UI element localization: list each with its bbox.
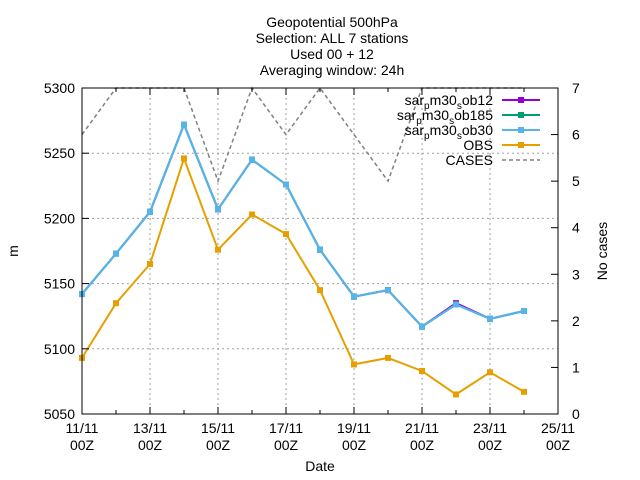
y2-tick-label: 5	[572, 173, 580, 189]
legend-label: sarpm30sob185	[397, 107, 493, 127]
x-tick-label-time: 00Z	[138, 437, 163, 453]
series-lines	[79, 86, 527, 398]
y-axis-title: m	[5, 245, 21, 257]
x-tick-label-date: 21/11	[405, 420, 439, 436]
y2-tick-label: 7	[572, 80, 580, 96]
x-tick-label-time: 00Z	[546, 437, 571, 453]
y2-tick-label: 3	[572, 266, 580, 282]
y2-tick-label: 0	[572, 406, 580, 422]
x-tick-label-date: 25/11	[541, 420, 575, 436]
data-point	[249, 211, 255, 218]
title-line: Averaging window: 24h	[260, 62, 405, 78]
data-point	[487, 369, 493, 376]
legend-label: sarpm30sob12	[405, 92, 494, 112]
data-point	[351, 293, 357, 300]
y-tick-label: 5150	[44, 276, 75, 292]
data-point	[453, 301, 459, 308]
x-tick-label-time: 00Z	[274, 437, 299, 453]
data-point	[419, 367, 425, 374]
data-point	[249, 156, 255, 163]
y2-tick-label: 1	[572, 359, 580, 375]
data-point	[283, 231, 289, 238]
axes: 5050510051505200525053000123456711/1100Z…	[5, 80, 610, 474]
title-line: Selection: ALL 7 stations	[256, 30, 409, 46]
data-point	[181, 121, 187, 128]
legend-marker	[518, 112, 524, 118]
y-tick-label: 5250	[44, 145, 75, 161]
data-point	[521, 388, 527, 395]
y2-tick-label: 6	[572, 127, 580, 143]
data-point	[147, 261, 153, 268]
series-line	[81, 121, 525, 328]
data-point	[317, 287, 323, 294]
legend-label: CASES	[446, 152, 493, 168]
y-tick-label: 5200	[44, 210, 75, 226]
y-tick-label: 5300	[44, 80, 75, 96]
x-tick-label-time: 00Z	[70, 437, 95, 453]
legend-marker	[518, 127, 524, 133]
x-tick-label-time: 00Z	[410, 437, 435, 453]
x-tick-label-time: 00Z	[478, 437, 503, 453]
x-tick-label-date: 15/11	[201, 420, 235, 436]
x-axis-title: Date	[305, 458, 335, 474]
x-tick-label-date: 11/11	[66, 420, 99, 436]
y2-tick-label: 4	[572, 220, 580, 236]
x-tick-label-date: 13/11	[133, 420, 167, 436]
title-line: Geopotential 500hPa	[266, 14, 398, 30]
x-tick-label-time: 00Z	[206, 437, 231, 453]
data-point	[113, 250, 119, 257]
data-point	[385, 287, 391, 294]
data-point	[215, 246, 221, 253]
legend-marker	[518, 97, 524, 103]
data-point	[147, 208, 153, 215]
data-point	[181, 155, 187, 162]
x-tick-label-time: 00Z	[342, 437, 367, 453]
y-tick-label: 5100	[44, 341, 75, 357]
legend-label: OBS	[463, 137, 493, 153]
data-point	[385, 354, 391, 361]
y2-axis-title: No cases	[594, 222, 610, 280]
legend: sarpm30sob12sarpm30sob185sarpm30sob30OBS…	[397, 92, 540, 168]
data-point	[453, 391, 459, 398]
data-point	[317, 246, 323, 253]
y2-tick-label: 2	[572, 313, 580, 329]
data-point	[283, 181, 289, 188]
data-point	[215, 206, 221, 213]
y-tick-label: 5050	[44, 406, 75, 422]
x-tick-label-date: 17/11	[269, 420, 303, 436]
data-point	[113, 300, 119, 307]
data-point	[521, 307, 527, 314]
series-line	[81, 155, 525, 396]
data-point	[487, 315, 493, 322]
data-point	[419, 323, 425, 330]
data-point	[351, 361, 357, 368]
title-line: Used 00 + 12	[290, 46, 374, 62]
legend-marker	[518, 142, 524, 148]
x-tick-label-date: 19/11	[337, 420, 371, 436]
x-tick-label-date: 23/11	[473, 420, 507, 436]
legend-label: sarpm30sob30	[405, 122, 494, 142]
grid	[82, 88, 558, 414]
